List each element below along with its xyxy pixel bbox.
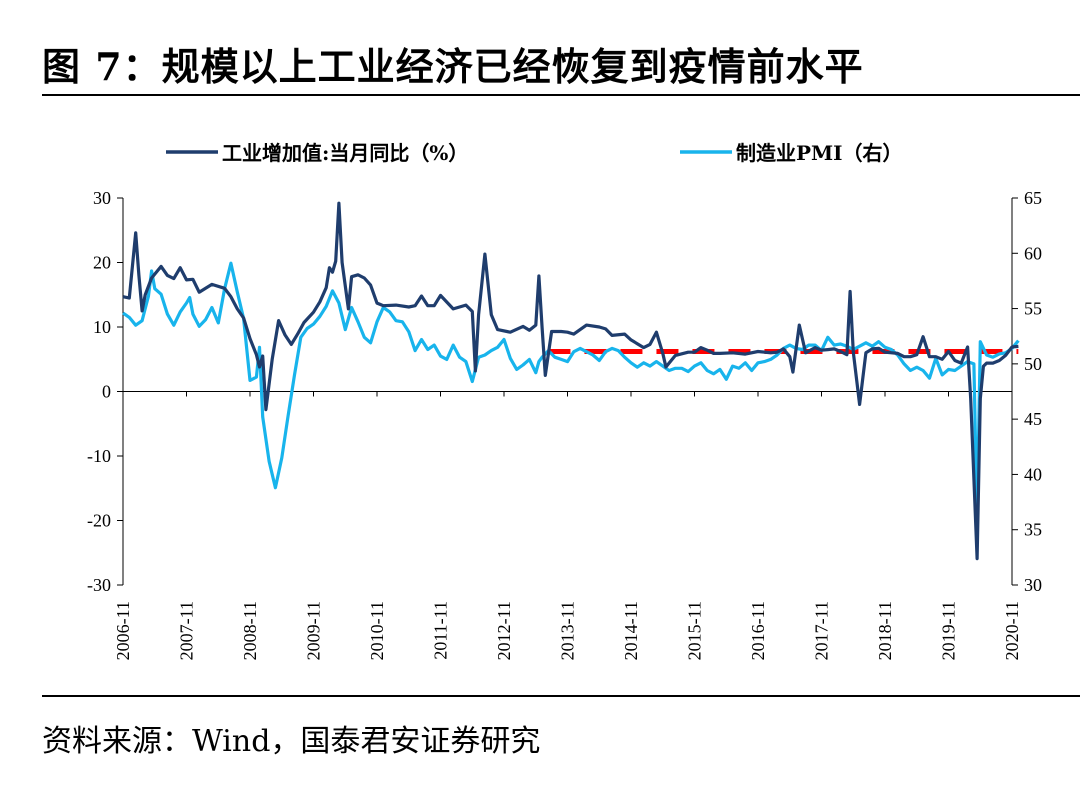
x-tick-label: 2020-11	[1002, 601, 1022, 660]
right-tick-label: 30	[1024, 575, 1042, 595]
x-tick-label: 2014-11	[621, 601, 641, 660]
x-tick-label: 2016-11	[748, 601, 768, 660]
x-tick-label: 2010-11	[367, 601, 387, 660]
x-tick-label: 2015-11	[685, 601, 705, 660]
left-tick-label: -30	[87, 575, 111, 595]
right-tick-label: 65	[1024, 188, 1042, 208]
x-tick-label: 2013-11	[558, 601, 578, 660]
title-rule	[42, 94, 1080, 96]
x-tick-label: 2008-11	[240, 601, 260, 660]
left-tick-label: -10	[87, 446, 111, 466]
x-tick-label: 2012-11	[494, 601, 514, 660]
series-line-industrial-output	[122, 201, 1019, 561]
right-tick-label: 55	[1024, 299, 1042, 319]
x-tick-label: 2011-11	[431, 601, 451, 660]
right-tick-label: 50	[1024, 354, 1042, 374]
legend-label-industrial-output: 工业增加值:当月同比（%）	[222, 141, 468, 165]
x-tick-label: 2018-11	[875, 601, 895, 660]
right-tick-label: 35	[1024, 520, 1042, 540]
series-line-pmi	[122, 261, 1020, 524]
legend-label-pmi: 制造业PMI（右）	[736, 141, 903, 165]
source-rule	[42, 695, 1080, 697]
right-tick-label: 40	[1024, 464, 1042, 484]
left-tick-label: 0	[102, 382, 111, 402]
x-tick-label: 2019-11	[939, 601, 959, 660]
left-tick-label: 20	[93, 253, 111, 273]
left-tick-label: 10	[93, 317, 111, 337]
right-tick-label: 45	[1024, 409, 1042, 429]
left-tick-label: -20	[87, 511, 111, 531]
left-tick-label: 30	[93, 188, 111, 208]
source-note: 资料来源：Wind，国泰君安证券研究	[42, 724, 541, 759]
x-tick-label: 2009-11	[304, 601, 324, 660]
x-tick-label: 2006-11	[113, 601, 133, 660]
x-tick-label: 2017-11	[812, 601, 832, 660]
figure-title: 图 7：规模以上工业经济已经恢复到疫情前水平	[42, 44, 864, 89]
right-tick-label: 60	[1024, 243, 1042, 263]
x-tick-label: 2007-11	[177, 601, 197, 660]
